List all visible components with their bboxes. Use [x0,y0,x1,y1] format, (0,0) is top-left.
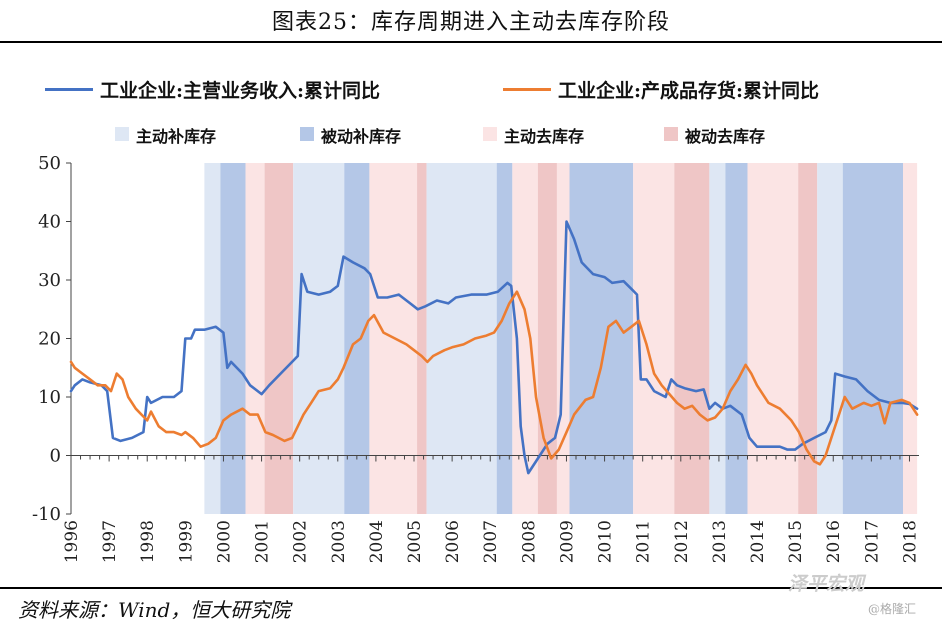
y-tick-label: 40 [38,212,61,233]
x-tick-label: 2003 [329,520,349,563]
x-tick-label: 2007 [481,520,501,563]
legend-swatch-active-restock [115,127,129,141]
footer-rule [0,587,942,589]
legend-line-inventory [503,88,551,91]
legend-label-inventory: 工业企业:产成品存货:累计同比 [558,80,820,102]
legend-label-active-restock: 主动补库存 [136,127,217,146]
x-tick-label: 2000 [214,520,234,563]
series-line-revenue [69,220,919,475]
phase-band [798,163,818,514]
phase-band [709,163,726,514]
legend-swatch-passive-restock [300,127,314,141]
y-tick-label: 10 [38,387,61,408]
x-tick-label: 2001 [253,520,273,563]
phase-band [204,163,221,514]
legend-label-revenue: 工业企业:主营业务收入:累计同比 [100,80,381,102]
phase-band [569,163,634,514]
legend-label-passive-destock: 被动去库存 [685,127,766,146]
y-tick-label: 50 [38,153,61,174]
x-tick-label: 2014 [748,520,768,563]
x-tick-label: 1999 [176,520,196,563]
phase-band [725,163,748,514]
y-tick-label: 30 [38,270,61,291]
phase-band [417,163,427,514]
x-tick-label: 2015 [786,520,806,563]
x-tick-label: 2011 [634,520,654,563]
x-tick-label: 2010 [596,520,616,563]
y-tick-label: 0 [50,446,61,467]
source-note: 资料来源：Wind，恒大研究院 [18,598,291,622]
legend-swatch-passive-destock [664,127,678,141]
x-tick-label: 2013 [710,520,730,563]
phase-band [842,163,903,514]
legend-line-revenue [45,88,93,91]
x-tick-label: 2017 [862,520,882,563]
phase-band [902,163,918,514]
x-tick-label: 2006 [443,520,463,563]
legend-label-passive-restock: 被动补库存 [321,127,402,146]
phase-band [747,163,799,514]
phase-band [496,163,513,514]
legend-swatch-active-destock [483,127,497,141]
x-tick-label: 2004 [367,520,387,563]
phase-band [245,163,265,514]
chart-title: 图表25：库存周期进入主动去库存阶段 [272,10,670,35]
x-tick-label: 1997 [100,520,120,563]
phase-band [264,163,294,514]
x-tick-label: 2012 [672,520,692,563]
title-rule [0,41,942,43]
y-tick-label: 20 [38,329,61,350]
x-tick-label: 2005 [405,520,425,563]
phase-band [293,163,345,514]
phase-band [674,163,710,514]
x-tick-label: 1998 [138,520,158,563]
legend-label-active-destock: 主动去库存 [504,127,585,146]
x-tick-label: 2016 [824,520,844,563]
x-tick-label: 2009 [557,520,577,563]
watermark-sub: @格隆汇 [868,602,917,616]
watermark-brand: 泽平宏观 [788,573,865,595]
x-tick-label: 2018 [900,520,920,563]
x-tick-label: 1996 [62,520,82,563]
y-tick-label: -10 [32,504,61,525]
phase-band [537,163,557,514]
x-tick-label: 2002 [291,520,311,563]
series-line-inventory [69,290,919,466]
phase-band [344,163,370,514]
phase-band [426,163,497,514]
x-tick-label: 2008 [519,520,539,563]
